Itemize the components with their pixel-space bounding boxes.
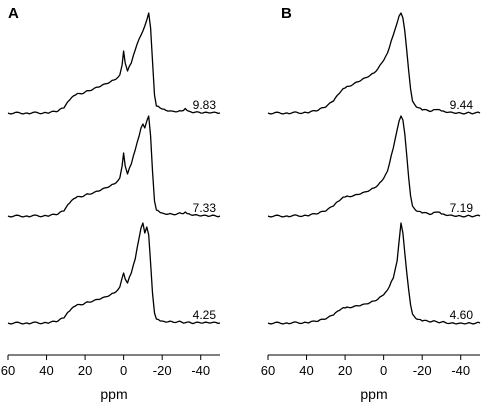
spectrum-trace-a-1 (7, 12, 221, 115)
trace-label-a-3: 4.25 (193, 308, 217, 322)
x-tick-label-a-0: 60 (1, 363, 15, 378)
x-tick-label-a-2: 20 (78, 363, 92, 378)
x-tick-label-a-3: 0 (120, 363, 127, 378)
panel-letter-a: A (8, 5, 19, 22)
x-tick-label-b-2: 20 (338, 363, 352, 378)
trace-label-b-3: 4.60 (450, 308, 474, 322)
x-axis-title-b: ppm (360, 386, 387, 402)
spectrum-trace-b-3 (267, 222, 481, 325)
x-tick-label-a-1: 40 (39, 363, 53, 378)
trace-label-a-1: 9.83 (193, 98, 217, 112)
panel-letter-b: B (281, 5, 292, 22)
x-tick-label-b-5: -40 (451, 363, 470, 378)
x-tick-label-a-5: -40 (191, 363, 210, 378)
x-tick-label-b-1: 40 (299, 363, 313, 378)
x-tick-label-b-3: 0 (380, 363, 387, 378)
spectrum-trace-b-1 (267, 12, 481, 115)
spectrum-trace-b-2 (267, 115, 481, 218)
spectrum-trace-a-3 (7, 222, 221, 325)
spectrum-trace-a-2 (7, 115, 221, 218)
x-tick-label-b-4: -20 (413, 363, 432, 378)
x-tick-label-a-4: -20 (153, 363, 172, 378)
trace-label-b-2: 7.19 (450, 201, 474, 215)
trace-label-a-2: 7.33 (193, 201, 217, 215)
trace-label-b-1: 9.44 (450, 98, 474, 112)
x-tick-label-b-0: 60 (261, 363, 275, 378)
x-axis-title-a: ppm (100, 386, 127, 402)
